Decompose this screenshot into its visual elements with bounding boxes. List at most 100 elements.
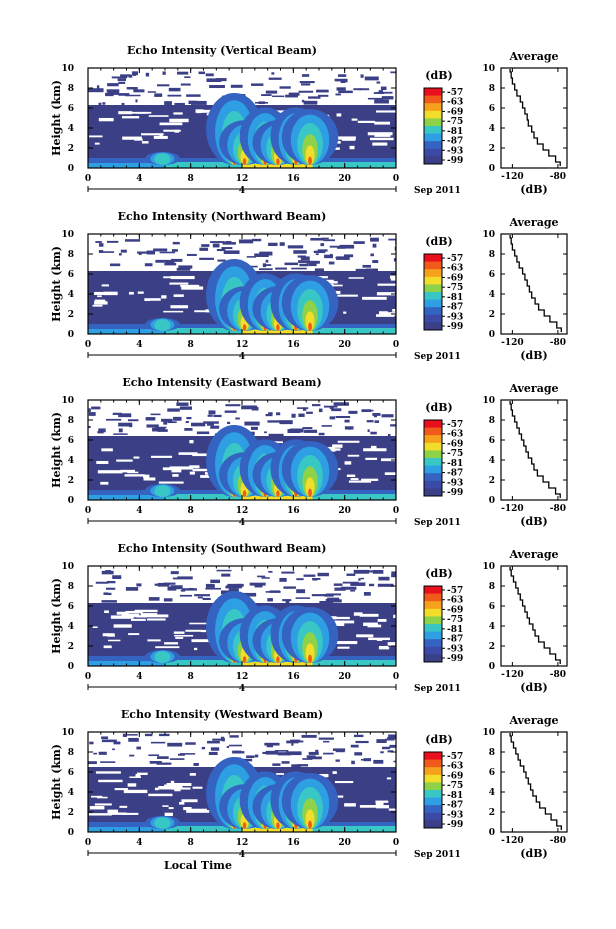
echo-gap: [94, 142, 100, 145]
echo-fragment: [101, 600, 117, 603]
echo-fragment: [157, 429, 168, 432]
echo-fragment: [376, 81, 381, 84]
cell-layer: [308, 488, 312, 497]
echo-fragment: [296, 578, 304, 581]
date-marker: 4: [239, 352, 245, 362]
y-tick-label: 4: [68, 290, 74, 300]
echo-gap: [356, 634, 374, 638]
average-y-tick-label: 6: [489, 104, 495, 114]
echo-fragment: [295, 597, 311, 599]
echo-gap: [103, 645, 112, 649]
echo-gap: [386, 777, 392, 780]
x-tick-label: 8: [188, 340, 194, 350]
echo-fragment: [169, 758, 185, 760]
echo-fragment: [172, 577, 179, 580]
echo-fragment: [186, 94, 201, 97]
echo-gap: [170, 780, 175, 784]
echo-fragment: [268, 570, 273, 573]
echo-fragment: [88, 412, 96, 416]
echo-fragment: [336, 87, 346, 91]
echo-fragment: [246, 755, 255, 758]
y-tick-label: 10: [61, 396, 74, 406]
average-x-tick-label: -80: [550, 836, 566, 846]
average-title: Average: [508, 548, 558, 561]
echo-gap: [147, 618, 166, 621]
cell-layer: [154, 485, 171, 497]
echo-fragment: [129, 754, 135, 757]
echo-gap: [192, 468, 216, 472]
echo-fragment: [121, 102, 125, 107]
echo-gap: [194, 310, 212, 313]
colorbar-tick-label: -81: [447, 293, 463, 303]
echo-fragment: [144, 733, 153, 737]
echo-fragment: [170, 258, 183, 262]
colorbar-swatch: [424, 488, 442, 497]
panel-5: Echo Intensity (Westward Beam)0 4 8 12 16 20 0…: [50, 708, 568, 872]
echo-gap: [141, 141, 149, 144]
x-tick-label: 0: [85, 506, 91, 516]
cell-layer: [305, 809, 315, 829]
echo-fragment: [296, 407, 309, 409]
echo-gap: [155, 646, 180, 649]
echo-fragment: [362, 264, 372, 268]
average-x-label: (dB): [520, 349, 547, 362]
echo-fragment: [179, 753, 196, 755]
colorbar-swatch: [424, 774, 442, 783]
echo-gap: [173, 112, 183, 115]
echo-gap: [179, 801, 185, 805]
echo-fragment: [272, 95, 285, 98]
echo-fragment: [126, 87, 138, 90]
convective-cell: [144, 318, 181, 331]
colorbar-tick-label: -81: [447, 625, 463, 635]
x-tick-label: 16: [287, 672, 300, 682]
echo-gap: [143, 474, 150, 479]
cell-layer: [305, 643, 315, 663]
echo-gap: [163, 129, 181, 132]
colorbar-swatch: [424, 299, 442, 308]
date-marker: 4: [239, 186, 245, 196]
x-tick-label: 0: [85, 672, 91, 682]
date-marker: 4: [239, 850, 245, 860]
echo-gap: [384, 472, 396, 475]
x-tick-label: 12: [236, 340, 249, 350]
average-x-tick-label: -120: [501, 670, 524, 680]
date-marker: 4: [239, 518, 245, 528]
echo-gap: [122, 136, 142, 140]
echo-fragment: [156, 762, 172, 765]
echo-fragment: [145, 72, 150, 77]
echo-gap: [196, 110, 202, 114]
x-tick-label: 20: [338, 838, 351, 848]
echo-gap: [174, 634, 194, 637]
echo-fragment: [247, 265, 258, 268]
echo-fragment: [98, 243, 104, 247]
echo-gap: [320, 281, 338, 284]
echo-fragment: [199, 257, 214, 260]
echo-fragment: [107, 592, 112, 596]
echo-fragment: [304, 429, 318, 433]
average-y-tick-label: 4: [489, 622, 495, 632]
y-tick-label: 8: [68, 84, 74, 94]
echo-fragment: [303, 100, 318, 105]
echo-gap: [102, 633, 115, 637]
echo-fragment: [105, 418, 122, 421]
convective-cell: [144, 152, 181, 165]
echo-fragment: [208, 410, 216, 415]
echo-fragment: [363, 570, 375, 573]
echo-gap: [124, 474, 145, 477]
echo-fragment: [360, 74, 364, 78]
echo-gap: [370, 445, 377, 450]
colorbar-swatch: [424, 261, 442, 270]
echo-gap: [98, 779, 123, 783]
echo-fragment: [97, 431, 104, 434]
echo-gap: [374, 121, 391, 125]
echo-gap: [94, 291, 110, 295]
echo-gap: [97, 470, 123, 474]
echo-fragment: [336, 256, 350, 260]
echo-fragment: [161, 418, 173, 422]
echo-fragment: [286, 751, 302, 756]
x-tick-label: 8: [188, 672, 194, 682]
echo-fragment: [390, 424, 396, 427]
echo-fragment: [358, 578, 361, 581]
echo-fragment: [353, 569, 370, 574]
echo-fragment: [366, 268, 379, 272]
